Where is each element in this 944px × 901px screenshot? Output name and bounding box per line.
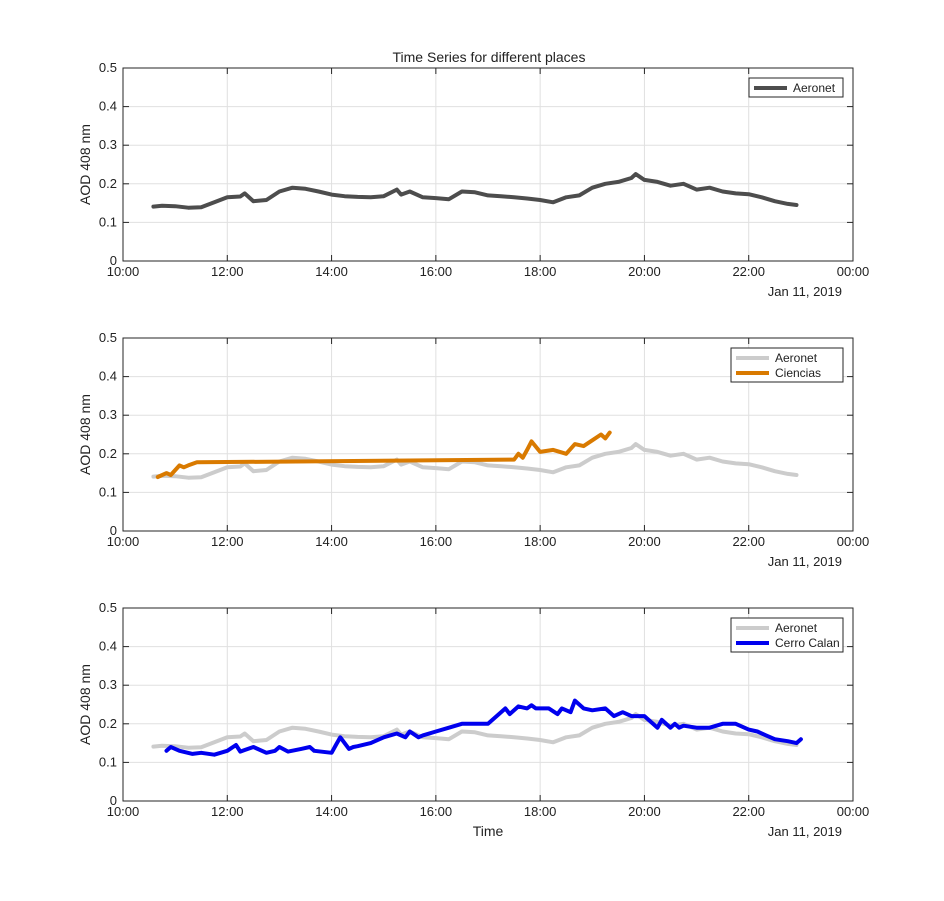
axes-box (122, 607, 854, 802)
axes-box (122, 337, 854, 532)
y-tick-label: 0.1 (99, 484, 117, 499)
y-tick-label: 0.2 (99, 446, 117, 461)
y-axis-label: AOD 408 nm (77, 394, 93, 475)
y-tick-label: 0.1 (99, 754, 117, 769)
x-tick-label: 16:00 (420, 804, 453, 819)
x-tick-label: 18:00 (524, 804, 557, 819)
figure-title: Time Series for different places (393, 49, 586, 65)
y-tick-label: 0.5 (99, 60, 117, 75)
x-tick-label: 16:00 (420, 534, 453, 549)
x-tick-label: 12:00 (211, 264, 244, 279)
y-tick-label: 0.3 (99, 407, 117, 422)
plot-area (123, 68, 853, 261)
y-tick-label: 0.1 (99, 214, 117, 229)
x-tick-label: 22:00 (732, 264, 765, 279)
x-tick-label: 16:00 (420, 264, 453, 279)
series-line-ciencias (155, 430, 612, 479)
series-line-cerro-calan (164, 698, 803, 757)
legend-label: Aeronet (775, 351, 818, 365)
x-tick-label: 18:00 (524, 264, 557, 279)
x-tick-label: 00:00 (837, 264, 870, 279)
legend-label: Ciencias (775, 366, 821, 380)
x-tick-label: 20:00 (628, 534, 661, 549)
legend-label: Aeronet (793, 81, 836, 95)
y-tick-label: 0 (110, 793, 117, 808)
chart-panel-2: 10:00 12:00 14:00 16:00 18:00 20:00 22:00 00:00… (77, 330, 869, 569)
y-tick-label: 0 (110, 253, 117, 268)
legend-box (730, 347, 844, 383)
x-tick-label: 18:00 (524, 534, 557, 549)
x-tick-label: 22:00 (732, 804, 765, 819)
y-tick-label: 0.2 (99, 716, 117, 731)
legend-label: Cerro Calan (775, 636, 840, 650)
x-tick-label: 14:00 (315, 264, 348, 279)
y-axis-label: AOD 408 nm (77, 124, 93, 205)
y-tick-label: 0.4 (99, 369, 117, 384)
x-tick-label: 10:00 (107, 534, 140, 549)
date-label: Jan 11, 2019 (768, 284, 842, 299)
series-line-aeronet (151, 172, 799, 210)
y-tick-label: 0 (110, 523, 117, 538)
axes-box (122, 67, 854, 262)
legend-box (748, 77, 844, 98)
x-tick-label: 00:00 (837, 534, 870, 549)
x-tick-label: 10:00 (107, 804, 140, 819)
legend-label: Aeronet (775, 621, 818, 635)
x-tick-label: 14:00 (315, 804, 348, 819)
x-axis-label: Time (473, 823, 504, 839)
x-tick-label: 14:00 (315, 534, 348, 549)
date-label: Jan 11, 2019 (768, 554, 842, 569)
y-tick-label: 0.4 (99, 639, 117, 654)
y-tick-label: 0.5 (99, 330, 117, 345)
x-tick-label: 12:00 (211, 804, 244, 819)
legend: Aeronet (748, 77, 844, 98)
chart-panel-3: 10:00 12:00 14:00 16:00 18:00 20:00 22:00 00:00… (77, 600, 869, 839)
x-tick-label: 12:00 (211, 534, 244, 549)
chart-panel-1: 10:00 12:00 14:00 16:00 18:00 20:00 22:00 00:00… (77, 60, 869, 299)
y-tick-label: 0.3 (99, 677, 117, 692)
y-tick-label: 0.5 (99, 600, 117, 615)
x-tick-label: 20:00 (628, 264, 661, 279)
legend-box (730, 617, 844, 653)
x-tick-label: 10:00 (107, 264, 140, 279)
date-label: Jan 11, 2019 (768, 824, 842, 839)
x-tick-label: 20:00 (628, 804, 661, 819)
y-tick-label: 0.2 (99, 176, 117, 191)
x-tick-label: 00:00 (837, 804, 870, 819)
y-axis-label: AOD 408 nm (77, 664, 93, 745)
x-tick-label: 22:00 (732, 534, 765, 549)
y-tick-label: 0.3 (99, 137, 117, 152)
y-tick-label: 0.4 (99, 99, 117, 114)
